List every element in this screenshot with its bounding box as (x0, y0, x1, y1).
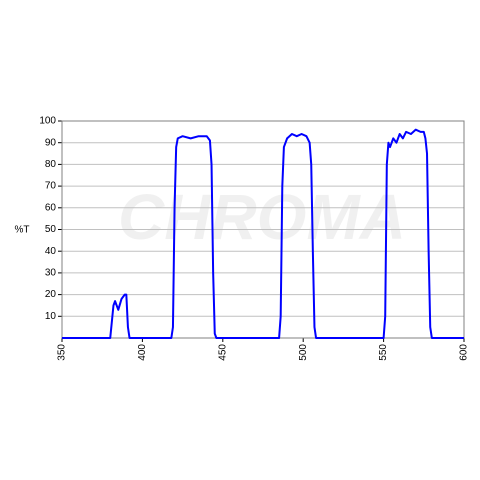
y-tick-label: 20 (45, 289, 57, 300)
x-tick-label: 350 (57, 344, 68, 361)
y-tick-label: 80 (45, 159, 57, 170)
y-tick-label: 90 (45, 137, 57, 148)
x-tick-label: 550 (378, 344, 389, 361)
x-tick-label: 500 (298, 344, 309, 361)
series-line (62, 128, 464, 339)
y-tick-label: 30 (45, 268, 57, 279)
y-tick-label: 50 (45, 224, 57, 235)
y-tick-label: 40 (45, 246, 57, 257)
x-tick-label: 600 (459, 344, 470, 361)
x-tick-label: 450 (217, 344, 228, 361)
y-tick-label: 100 (39, 116, 56, 127)
watermark: CHROMA (118, 181, 406, 253)
y-tick-label: 70 (45, 181, 57, 192)
y-tick-label: 60 (45, 202, 57, 213)
y-axis-label: %T (15, 225, 30, 236)
x-tick-label: 400 (137, 344, 148, 361)
y-tick-label: 10 (45, 311, 57, 322)
